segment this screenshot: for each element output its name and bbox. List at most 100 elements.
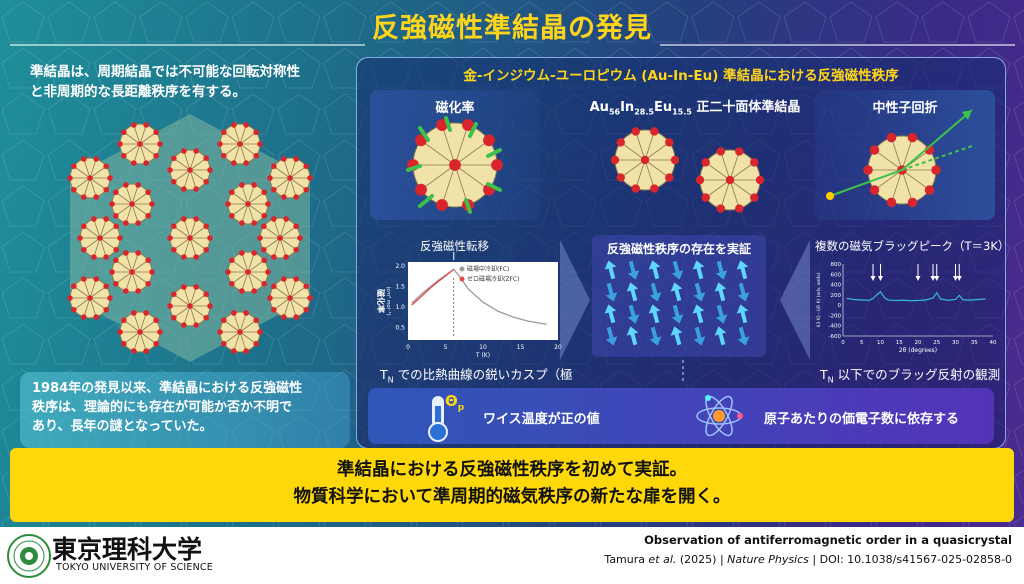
cluster-edge <box>729 179 740 209</box>
cluster-edge <box>891 137 903 171</box>
cluster-edge <box>131 191 149 205</box>
cluster-edge <box>720 151 731 181</box>
chart2-peak-arrowhead <box>915 276 921 281</box>
cluster-atom <box>93 276 99 282</box>
cluster-edge <box>99 237 117 251</box>
spin-arrow-shape <box>627 260 640 280</box>
cluster-atom <box>149 201 155 207</box>
cluster-atom <box>225 201 231 207</box>
cluster-atom <box>121 340 127 347</box>
cluster-atom <box>93 194 99 200</box>
cluster-atom <box>107 295 113 301</box>
arrow-right-to-center <box>780 240 810 360</box>
cluster-atom <box>113 280 119 287</box>
spin-arrow-shape <box>670 282 683 302</box>
reference-year: (2025) | <box>676 553 728 566</box>
cluster-edge <box>273 297 291 311</box>
cluster-edge <box>89 278 97 299</box>
cluster-atom <box>113 223 119 230</box>
cluster-edge <box>247 184 255 205</box>
cluster-atom <box>293 314 299 320</box>
cluster-atom <box>113 257 119 264</box>
cluster-atom <box>491 159 503 171</box>
cluster-atom <box>103 283 109 290</box>
cluster-edge <box>89 158 97 179</box>
chart2-y-tick: 800 <box>831 262 842 268</box>
cluster-edge <box>279 218 287 239</box>
cluster-atom <box>181 186 187 192</box>
cluster-edge <box>241 271 249 292</box>
cluster-edge <box>183 150 191 171</box>
antiferro-order-title: 反強磁性秩序の存在を実証 <box>606 242 751 256</box>
chart1-y-units: (cm³ mol⁻¹) <box>385 286 391 315</box>
cluster-edge <box>131 203 139 224</box>
cluster-edge <box>89 177 107 191</box>
cluster-atom <box>149 269 155 275</box>
spin-arrow <box>693 282 706 302</box>
cluster-edge <box>273 177 291 191</box>
cluster-edge <box>644 159 670 178</box>
cluster-edge <box>139 319 157 333</box>
cluster-edge <box>279 237 287 258</box>
weiss-symbol: Θp <box>445 392 464 413</box>
bragg-caption: TN 以下でのブラッグ反射の観測 <box>820 364 1010 385</box>
cluster-atom <box>436 199 448 211</box>
chart2-x-tick: 10 <box>877 340 884 346</box>
cluster-atom <box>153 340 159 347</box>
cluster-edge <box>223 331 241 345</box>
chart2-y-tick: 0 <box>838 303 842 309</box>
spin-arrow <box>649 282 662 302</box>
cluster-atom <box>113 246 119 253</box>
cluster-edge <box>139 143 157 157</box>
cluster-atom <box>71 163 77 170</box>
reference-authors: Tamura <box>604 553 646 566</box>
cluster-edge <box>289 297 297 318</box>
spin-arrow <box>671 304 684 324</box>
cluster-atom <box>167 303 173 309</box>
cluster-atom <box>251 220 257 226</box>
cluster-edge <box>73 165 91 179</box>
cluster-edge <box>233 331 241 352</box>
cluster-atom <box>143 122 149 128</box>
chart1-legend-marker <box>459 266 465 272</box>
cluster-atom <box>869 185 880 195</box>
cluster-atom <box>193 254 199 260</box>
cluster-edge <box>73 285 91 299</box>
tn-symbol: T <box>380 367 388 382</box>
cluster-atom <box>131 122 137 128</box>
university-seal-logo <box>7 534 51 578</box>
cluster-atom <box>145 257 151 264</box>
cluster-atom <box>123 220 129 226</box>
cluster-edge <box>115 203 133 217</box>
cluster-edge <box>131 252 139 273</box>
cluster-atom <box>207 303 213 309</box>
chart2-y-tick: 400 <box>831 283 842 289</box>
cluster-edge <box>289 158 297 179</box>
magnetic-moment-arrows <box>406 116 502 214</box>
cluster-edge <box>189 237 207 251</box>
cluster-atom <box>91 254 97 260</box>
spin-arrow <box>604 304 617 324</box>
cluster-atom <box>221 152 227 159</box>
cluster-edge <box>239 124 247 145</box>
cluster-atom <box>103 306 109 313</box>
chart2-y-tick: -200 <box>829 313 842 319</box>
cluster-atom <box>231 122 237 128</box>
cluster-atom <box>131 310 137 316</box>
cluster-edge <box>115 271 133 285</box>
cluster-edge <box>139 331 147 352</box>
cluster-atom <box>187 303 193 309</box>
neutron-label: 中性子回折 <box>872 101 938 116</box>
cluster-edge <box>189 286 197 307</box>
weiss-fact: ワイス温度が正の値 <box>483 412 600 427</box>
cluster-edge <box>139 312 147 333</box>
cluster-atom <box>281 156 287 162</box>
cluster-atom <box>631 184 640 193</box>
spin-arrow <box>627 260 640 280</box>
title-divider-right <box>660 44 1015 46</box>
spin-arrow <box>715 304 728 324</box>
cluster-atom <box>81 223 87 230</box>
conclusion-banner: 準結晶における反強磁性秩序を初めて実証。 物質科学において準周期的磁気秩序の新た… <box>10 448 1014 522</box>
cluster-atom <box>193 148 199 154</box>
cluster-edge <box>99 218 107 239</box>
